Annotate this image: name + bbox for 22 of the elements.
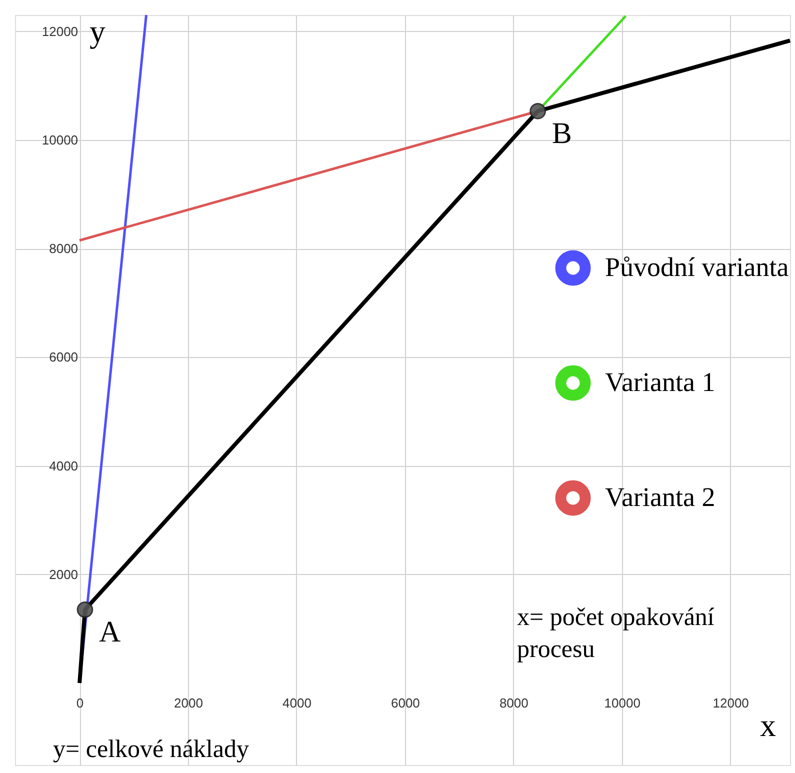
annotation: y= celkové náklady bbox=[53, 736, 250, 763]
annotation: A bbox=[98, 616, 121, 649]
x-tick-label: 12000 bbox=[712, 695, 749, 710]
x-tick-label: 4000 bbox=[282, 695, 312, 710]
y-tick-label: 4000 bbox=[49, 458, 78, 474]
x-axis-title: x bbox=[760, 706, 776, 743]
x-tick-label: 8000 bbox=[499, 695, 528, 710]
legend-label: Varianta 1 bbox=[605, 367, 716, 397]
x-tick-label: 6000 bbox=[390, 695, 420, 710]
y-tick-label: 10000 bbox=[42, 132, 78, 148]
annotation: B bbox=[552, 117, 572, 150]
annotation: x= počet opakování procesu bbox=[517, 604, 714, 663]
legend-label: Varianta 2 bbox=[605, 482, 716, 512]
x-tick-label: 0 bbox=[76, 695, 84, 710]
x-tick-label: 10000 bbox=[604, 695, 640, 710]
x-tick-label: 2000 bbox=[174, 695, 203, 710]
y-tick-label: 2000 bbox=[49, 566, 78, 582]
y-axis-title: y bbox=[90, 13, 106, 49]
y-tick-label: 6000 bbox=[49, 350, 78, 365]
y-tick-label: 8000 bbox=[49, 241, 78, 256]
legend-label: Původní varianta bbox=[605, 252, 789, 282]
y-tick-label: 12000 bbox=[42, 24, 78, 39]
